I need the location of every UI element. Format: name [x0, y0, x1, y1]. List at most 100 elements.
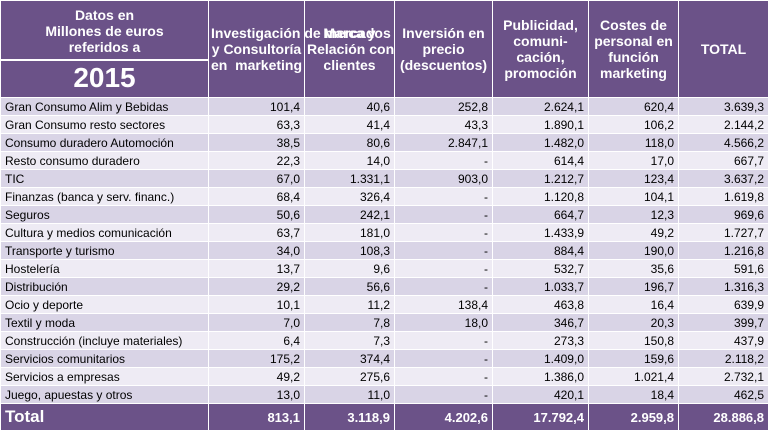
- row-value-cell: 3.637,2: [678, 169, 768, 188]
- row-value-cell: 108,3: [304, 241, 395, 260]
- row-value-cell: 7,8: [304, 313, 395, 332]
- row-label: Finanzas (banca y serv. financ.): [0, 187, 209, 206]
- row-value-cell: 106,2: [588, 115, 679, 134]
- total-label: Total: [0, 403, 209, 431]
- row-label: Servicios a empresas: [0, 367, 209, 386]
- row-value-cell: 67,0: [208, 169, 305, 188]
- row-value-cell: 667,7: [678, 151, 768, 170]
- table-row: Juego, apuestas y otros 13,0 11,0-420,1 18,…: [0, 385, 768, 404]
- row-label: Ocio y deporte: [0, 295, 209, 314]
- row-value-cell: 190,0: [588, 241, 679, 260]
- row-value-cell: 1.033,7: [492, 277, 589, 296]
- column-header-total: TOTAL: [678, 0, 768, 98]
- total-research: 813,1: [208, 403, 305, 431]
- row-value-cell: 63,3: [208, 115, 305, 134]
- row-value-cell: 41,4: [304, 115, 395, 134]
- row-value-cell: 346,7: [492, 313, 589, 332]
- table-row: Construcción (incluye materiales) 6,4 7,3-…: [0, 331, 768, 350]
- row-value-cell: -: [394, 151, 493, 170]
- row-value-cell: 591,6: [678, 259, 768, 278]
- row-value-cell: 123,4: [588, 169, 679, 188]
- row-value-cell: 118,0: [588, 133, 679, 152]
- row-value-cell: -: [394, 205, 493, 224]
- row-value-cell: 420,1: [492, 385, 589, 404]
- row-value-cell: 273,3: [492, 331, 589, 350]
- table-row: Finanzas (banca y serv. financ.) 68,4 326,…: [0, 187, 768, 206]
- row-value-cell: -: [394, 367, 493, 386]
- row-value-cell: 437,9: [678, 331, 768, 350]
- row-label: Juego, apuestas y otros: [0, 385, 209, 404]
- row-value-cell: 63,7: [208, 223, 305, 242]
- corner-header-caption: Datos en Millones de euros referidos a: [45, 7, 164, 55]
- table-row: Seguros 50,6 242,1-664,7 12,3 969,6: [0, 205, 768, 224]
- row-value-cell: 1.386,0: [492, 367, 589, 386]
- row-value-cell: 903,0: [394, 169, 493, 188]
- row-value-cell: 1.619,8: [678, 187, 768, 206]
- row-value-cell: 12,3: [588, 205, 679, 224]
- row-label: Seguros: [0, 205, 209, 224]
- row-value-cell: 1.216,8: [678, 241, 768, 260]
- column-header-staff: Costes de personal en función marketing: [588, 0, 679, 98]
- row-value-cell: 20,3: [588, 313, 679, 332]
- row-value-cell: 56,6: [304, 277, 395, 296]
- row-value-cell: 664,7: [492, 205, 589, 224]
- row-value-cell: 17,0: [588, 151, 679, 170]
- row-value-cell: -: [394, 349, 493, 368]
- table-row: Hostelería 13,7 9,6-532,7 35,6 591,6: [0, 259, 768, 278]
- row-value-cell: 150,8: [588, 331, 679, 350]
- row-value-cell: 252,8: [394, 97, 493, 116]
- row-value-cell: 49,2: [588, 223, 679, 242]
- row-value-cell: 18,4: [588, 385, 679, 404]
- row-value-cell: 1.212,7: [492, 169, 589, 188]
- table-row: Distribución 29,2 56,6-1.033,7 196,7 1.316,3: [0, 277, 768, 296]
- row-value-cell: 35,6: [588, 259, 679, 278]
- row-value-cell: -: [394, 223, 493, 242]
- table-row: Gran Consumo Alim y Bebidas 101,4 40,6 252,…: [0, 97, 768, 116]
- row-value-cell: 40,6: [304, 97, 395, 116]
- row-label: Servicios comunitarios: [0, 349, 209, 368]
- row-label: Consumo duradero Automoción: [0, 133, 209, 152]
- total-row: Total 813,1 3.118,9 4.202,6 17.792,4 2.9…: [0, 403, 768, 431]
- row-value-cell: -: [394, 331, 493, 350]
- row-value-cell: 104,1: [588, 187, 679, 206]
- row-value-cell: 43,3: [394, 115, 493, 134]
- table-row: Gran Consumo resto sectores 63,3 41,4 43,3 1…: [0, 115, 768, 134]
- row-value-cell: 10,1: [208, 295, 305, 314]
- row-value-cell: 2.847,1: [394, 133, 493, 152]
- row-value-cell: 196,7: [588, 277, 679, 296]
- row-value-cell: 3.639,3: [678, 97, 768, 116]
- row-value-cell: 2.118,2: [678, 349, 768, 368]
- row-value-cell: 11,2: [304, 295, 395, 314]
- row-label: TIC: [0, 169, 209, 188]
- row-value-cell: 532,7: [492, 259, 589, 278]
- table-row: Servicios a empresas 49,2 275,6-1.386,0 1.0…: [0, 367, 768, 386]
- total-brand: 3.118,9: [304, 403, 395, 431]
- row-value-cell: 18,0: [394, 313, 493, 332]
- row-value-cell: 1.331,1: [304, 169, 395, 188]
- row-value-cell: 11,0: [304, 385, 395, 404]
- column-header-research: Investigación de mercados y Consultoría …: [208, 0, 391, 98]
- row-value-cell: 175,2: [208, 349, 305, 368]
- total-grand: 28.886,8: [678, 403, 768, 431]
- row-value-cell: 49,2: [208, 367, 305, 386]
- row-value-cell: 462,5: [678, 385, 768, 404]
- row-value-cell: 1.021,4: [588, 367, 679, 386]
- row-value-cell: 884,4: [492, 241, 589, 260]
- row-value-cell: -: [394, 187, 493, 206]
- row-value-cell: 326,4: [304, 187, 395, 206]
- row-value-cell: 29,2: [208, 277, 305, 296]
- row-value-cell: 275,6: [304, 367, 395, 386]
- row-value-cell: 4.566,2: [678, 133, 768, 152]
- row-value-cell: -: [394, 259, 493, 278]
- table-row: Consumo duradero Automoción 38,5 80,6 2.847…: [0, 133, 768, 152]
- row-value-cell: 16,4: [588, 295, 679, 314]
- row-value-cell: 181,0: [304, 223, 395, 242]
- column-header-brand: Marca y Relación con clientes: [304, 0, 395, 98]
- row-value-cell: 13,0: [208, 385, 305, 404]
- row-value-cell: 374,4: [304, 349, 395, 368]
- table-row: Textil y moda 7,0 7,8 18,0 346,7 20,3 399,7: [0, 313, 768, 332]
- row-value-cell: 80,6: [304, 133, 395, 152]
- row-label: Cultura y medios comunicación: [0, 223, 209, 242]
- row-value-cell: 1.890,1: [492, 115, 589, 134]
